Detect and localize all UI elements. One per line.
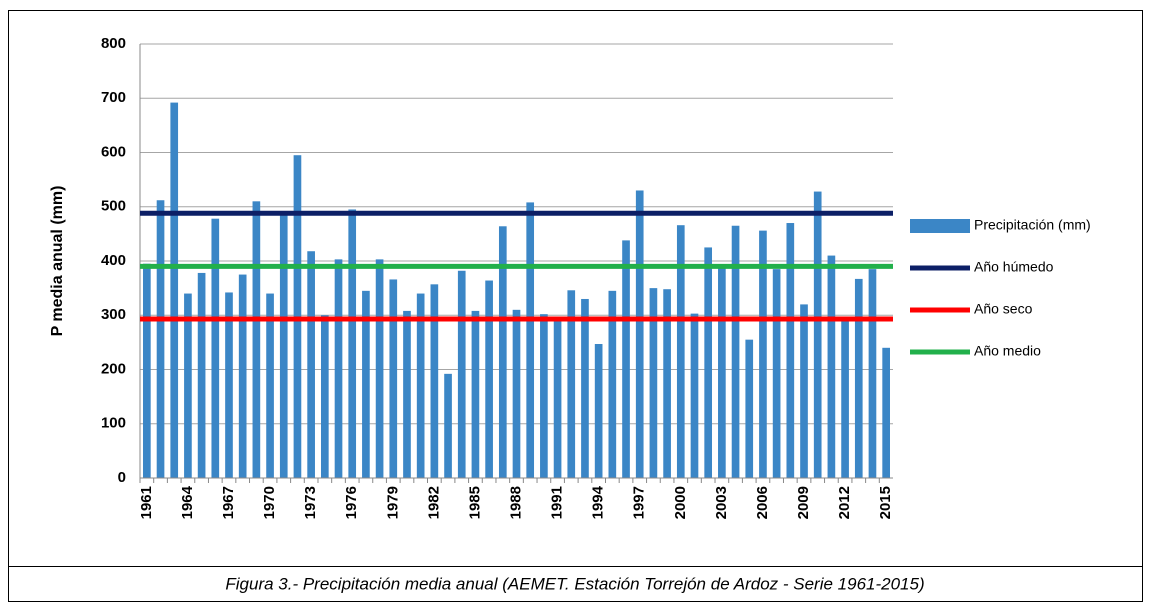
x-tick-label: 1967 [220,486,237,519]
bar [553,320,562,478]
bar [170,102,179,478]
bar [485,280,493,478]
bar [841,320,849,478]
y-tick-label: 600 [101,143,126,160]
bar [731,225,740,478]
bar [320,315,329,478]
x-tick-label: 2000 [672,486,689,519]
x-tick-label: 2006 [754,486,771,519]
y-axis-label: P media anual (mm) [49,186,66,337]
bar [197,272,206,478]
legend-label: Año medio [974,343,1041,359]
bar [540,314,548,478]
bar [512,309,521,478]
bar [854,278,863,478]
y-tick-label: 700 [101,89,126,106]
bar [594,344,603,478]
bar [389,279,398,478]
bar [252,201,261,478]
x-tick-label: 1961 [138,486,155,519]
bar [704,247,713,478]
x-tick-label: 1973 [302,486,319,519]
bar [184,293,192,478]
bar [882,347,890,478]
bar [663,289,671,478]
bar [800,304,808,478]
bar [690,313,699,478]
x-tick-label: 2003 [713,486,730,519]
x-tick-label: 1970 [261,486,278,519]
caption: Figura 3.- Precipitación media anual (AE… [225,574,924,593]
legend-label: Precipitación (mm) [974,217,1091,233]
bar [813,191,822,478]
x-tick-label: 1976 [343,486,360,519]
bar [772,269,781,478]
x-tick-label: 1994 [590,485,607,519]
legend-label: Año seco [974,301,1033,317]
bar [143,263,151,478]
bar [334,259,343,478]
y-tick-label: 0 [118,469,126,486]
bar [827,255,836,478]
x-tick-label: 2015 [877,486,894,519]
bar [225,292,233,478]
bar [279,213,288,478]
x-tick-label: 1982 [425,486,442,519]
bar [211,218,220,478]
bar [759,230,767,478]
bar [403,310,411,478]
x-tick-label: 2009 [795,486,812,519]
legend-swatch [910,219,970,233]
y-tick-label: 800 [101,35,126,52]
x-tick-label: 2012 [836,486,853,519]
y-tick-label: 400 [101,252,126,269]
y-tick-label: 100 [101,415,126,432]
bar [238,274,247,478]
bar [786,223,795,478]
y-tick-label: 200 [101,360,126,377]
x-tick-label: 1991 [549,486,566,519]
bar [868,269,877,478]
bar [375,259,384,478]
bar [581,298,589,478]
bar [567,290,576,478]
bar [430,284,439,478]
bar [498,226,507,478]
bar [362,290,370,478]
legend-label: Año húmedo [974,259,1054,275]
x-tick-label: 1988 [507,486,524,519]
bar [416,293,425,478]
bar [635,190,644,478]
bar [649,288,658,478]
bar [307,251,315,478]
bar [526,202,535,478]
chart-border [8,10,1143,567]
bar [471,310,480,478]
bar [608,290,617,478]
y-tick-label: 500 [101,198,126,215]
bar [444,373,452,478]
x-tick-label: 1985 [466,486,483,519]
x-tick-label: 1997 [631,486,648,519]
bar [266,293,274,478]
bar [676,225,685,478]
y-tick-label: 300 [101,306,126,323]
bar [718,264,726,478]
x-tick-label: 1964 [179,485,196,519]
bar [156,200,165,479]
bar [348,209,357,478]
bar [457,270,466,478]
x-tick-label: 1979 [384,486,401,519]
bar [622,240,630,478]
bar [745,339,754,478]
